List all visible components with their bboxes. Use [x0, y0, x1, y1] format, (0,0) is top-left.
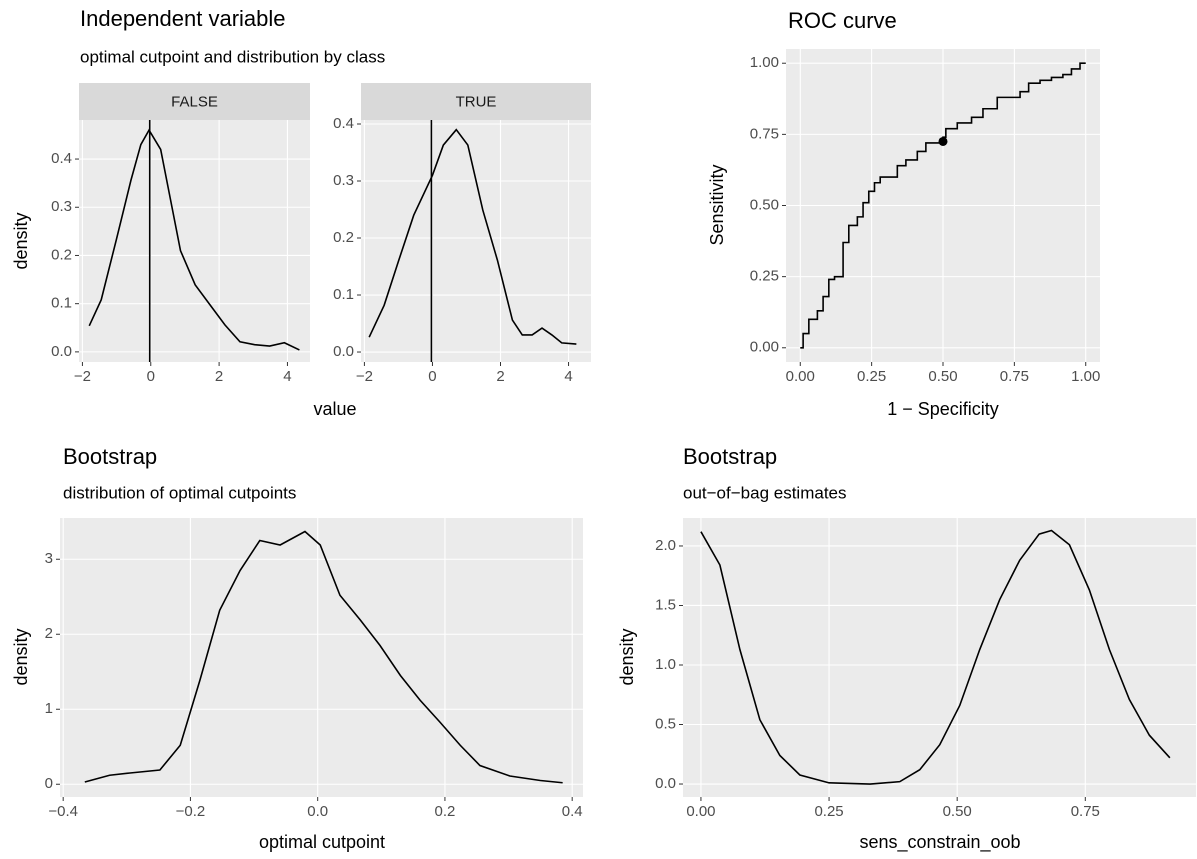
x-tick-label: 0.00 — [686, 803, 715, 820]
y-tick-label: 1.5 — [655, 596, 676, 613]
chart-title: Bootstrap — [63, 444, 157, 469]
x-tick-label: 1.00 — [1071, 368, 1100, 385]
y-tick-label: 0.3 — [51, 198, 72, 215]
panel-background — [683, 518, 1196, 797]
y-tick-label: 0.4 — [51, 150, 72, 167]
y-tick-label: 0.0 — [655, 775, 676, 792]
y-tick-label: 0 — [45, 775, 53, 792]
x-axis-title: optimal cutpoint — [259, 832, 385, 852]
chart-title: Independent variable — [80, 6, 286, 31]
facet-label: FALSE — [171, 93, 218, 110]
chart-subtitle: optimal cutpoint and distribution by cla… — [80, 47, 385, 66]
panel-background — [79, 120, 310, 362]
x-tick-label: 2 — [215, 368, 223, 385]
x-axis-title: sens_constrain_oob — [859, 832, 1020, 853]
cutpoint-marker — [938, 136, 948, 146]
x-tick-label: 0.75 — [1000, 368, 1029, 385]
panel-background — [361, 120, 591, 362]
y-tick-label: 0.0 — [51, 343, 72, 360]
x-tick-label: 0 — [147, 368, 155, 385]
chart-title: Bootstrap — [683, 444, 777, 469]
y-tick-label: 0.2 — [51, 246, 72, 263]
y-axis-title: density — [11, 212, 31, 269]
x-tick-label: 4 — [283, 368, 291, 385]
x-axis-title: 1 − Specificity — [887, 399, 999, 419]
facet-strip — [79, 83, 310, 120]
x-tick-label: 0.25 — [857, 368, 886, 385]
y-tick-label: 1.00 — [750, 54, 779, 71]
x-tick-label: 0.50 — [928, 368, 957, 385]
x-tick-label: 2 — [496, 368, 504, 385]
y-axis-title: Sensitivity — [707, 164, 727, 245]
x-tick-label: 4 — [564, 368, 572, 385]
y-tick-label: 0.3 — [333, 172, 354, 189]
x-tick-label: −0.4 — [48, 803, 78, 820]
y-tick-label: 0.50 — [750, 196, 779, 213]
x-tick-label: 0.0 — [307, 803, 328, 820]
y-tick-label: 0.1 — [51, 295, 72, 312]
x-tick-label: −2 — [74, 368, 91, 385]
facet-label: TRUE — [456, 93, 497, 110]
facet-strip — [361, 83, 591, 120]
x-axis-title: value — [313, 399, 356, 419]
line — [84, 530, 563, 784]
y-tick-label: 1 — [45, 700, 53, 717]
y-tick-label: 1.0 — [655, 656, 676, 673]
y-tick-label: 0.5 — [655, 715, 676, 732]
y-tick-label: 3 — [45, 550, 53, 567]
x-tick-label: 0.75 — [1071, 803, 1100, 820]
x-tick-label: −2 — [356, 368, 373, 385]
y-tick-label: 2 — [45, 625, 53, 642]
x-tick-label: 0.25 — [814, 803, 843, 820]
x-tick-label: −0.2 — [176, 803, 206, 820]
line — [88, 128, 300, 351]
chart-subtitle: distribution of optimal cutpoints — [63, 483, 296, 502]
y-tick-label: 2.0 — [655, 537, 676, 554]
y-tick-label: 0.4 — [333, 115, 354, 132]
panel-background — [60, 518, 583, 797]
y-tick-label: 0.0 — [333, 343, 354, 360]
x-tick-label: 0 — [428, 368, 436, 385]
chart-title: ROC curve — [788, 8, 897, 33]
chart-subtitle: out−of−bag estimates — [683, 483, 847, 502]
y-tick-label: 0.75 — [750, 125, 779, 142]
y-tick-label: 0.25 — [750, 268, 779, 285]
y-tick-label: 0.2 — [333, 229, 354, 246]
y-tick-label: 0.00 — [750, 339, 779, 356]
x-tick-label: 0.4 — [562, 803, 583, 820]
y-axis-title: density — [617, 628, 637, 685]
x-tick-label: 0.50 — [943, 803, 972, 820]
line — [800, 62, 1086, 349]
line — [368, 128, 577, 345]
x-tick-label: 0.00 — [786, 368, 815, 385]
y-axis-title: density — [11, 628, 31, 685]
x-tick-label: 0.2 — [435, 803, 456, 820]
y-tick-label: 0.1 — [333, 286, 354, 303]
line — [700, 529, 1171, 785]
